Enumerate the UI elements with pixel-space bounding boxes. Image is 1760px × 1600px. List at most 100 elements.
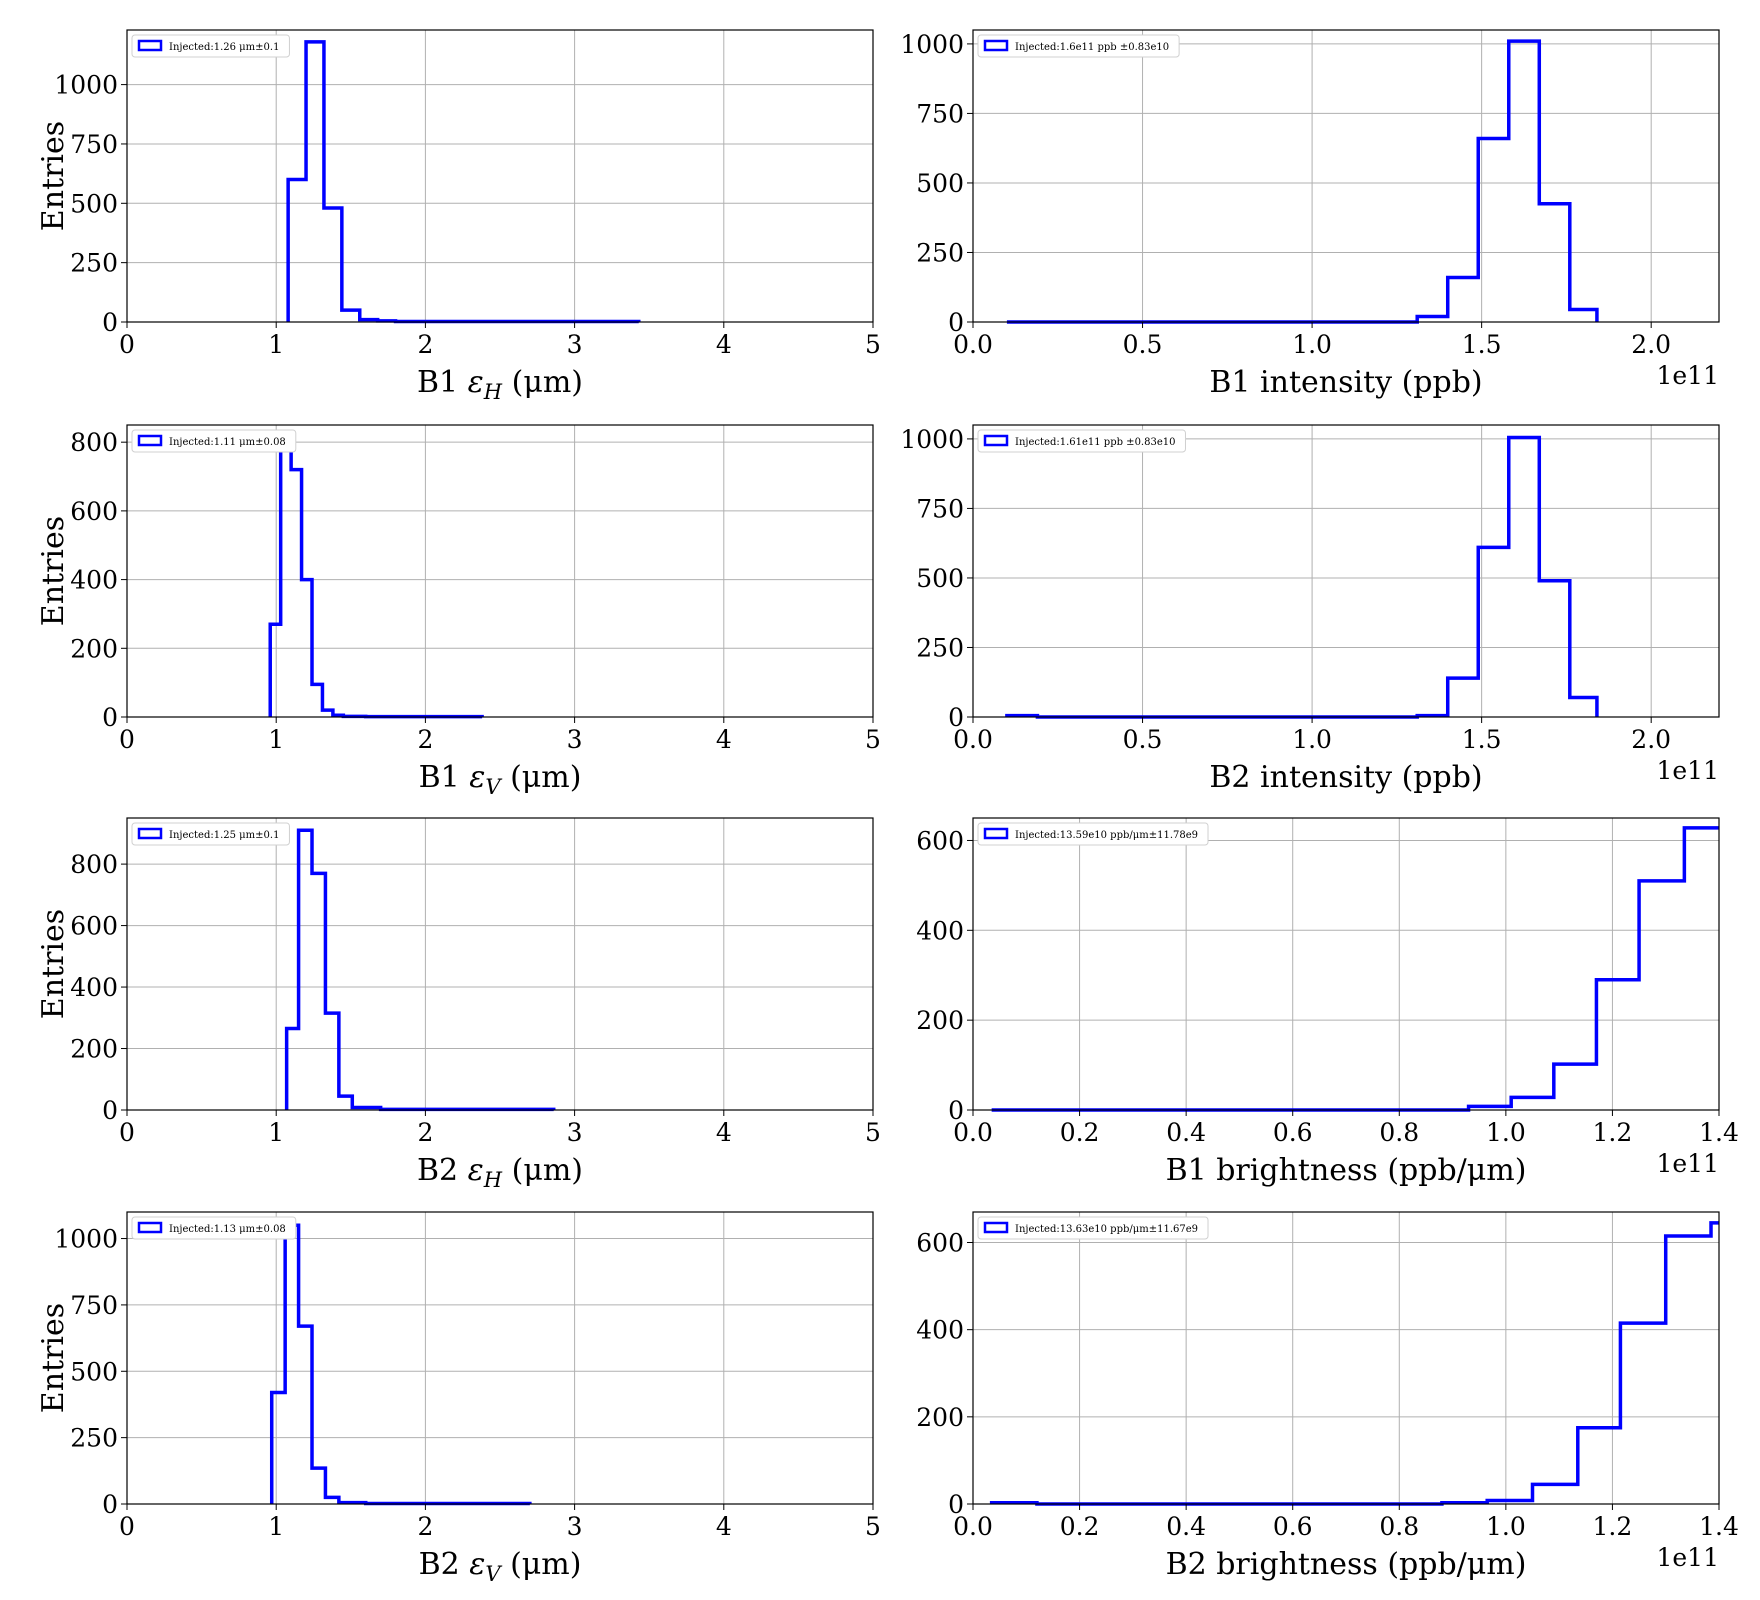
legend-swatch <box>983 434 1009 447</box>
histogram-panel-5: 0 1 2 3 4 5 0 200 400 600 800 B2 εH (μm) Entries Inje… <box>36 817 881 1192</box>
legend-swatch <box>137 827 163 840</box>
histogram-series <box>269 1223 532 1506</box>
legend-swatch <box>983 1221 1009 1234</box>
x-tick-label: 1.0 <box>1292 725 1332 754</box>
y-tick-label: 500 <box>916 564 964 593</box>
x-tick-label: 0.0 <box>953 725 993 754</box>
y-tick-label: 1000 <box>54 1225 118 1254</box>
x-tick-label: 0.5 <box>1123 330 1163 359</box>
x-tick-label: 1.2 <box>1593 1118 1633 1147</box>
x-tick-label: 4 <box>716 1512 732 1541</box>
legend-box <box>977 429 1186 453</box>
x-axis-label: B2 εH (μm) <box>417 1153 583 1192</box>
y-tick-label: 500 <box>916 169 964 198</box>
y-axis-label: Entries <box>36 909 71 1019</box>
histogram-panel-2: 0.0 0.5 1.0 1.5 2.0 0 250 500 750 1000 B1 intensit… <box>900 29 1720 400</box>
x-tick-label: 5 <box>865 725 881 754</box>
legend-box <box>131 822 290 846</box>
x-tick-label: 0.0 <box>953 1512 993 1541</box>
y-tick-label: 400 <box>916 916 964 945</box>
legend-label: Injected:1.11 μm±0.08 <box>169 437 286 448</box>
y-axis-label: Entries <box>36 121 71 231</box>
histogram-series <box>1005 435 1599 719</box>
y-tick-label: 600 <box>916 826 964 855</box>
y-tick-label: 750 <box>70 130 118 159</box>
y-tick-label: 800 <box>70 428 118 457</box>
axis-offset-text: 1e11 <box>1656 361 1719 390</box>
histogram-series <box>989 1221 1719 1506</box>
histogram-panel-1: 0 1 2 3 4 5 0 250 500 750 1000 B1 εH (μm) Entries Inj… <box>36 29 881 404</box>
x-tick-label: 1.2 <box>1593 1512 1633 1541</box>
y-tick-label: 200 <box>70 1035 118 1064</box>
axis-offset-text: 1e11 <box>1656 756 1719 785</box>
x-tick-label: 0 <box>119 1512 135 1541</box>
y-tick-label: 1000 <box>54 71 118 100</box>
legend-label: Injected:1.13 μm±0.08 <box>169 1224 286 1235</box>
legend-box <box>977 822 1209 846</box>
y-tick-label: 400 <box>916 1316 964 1345</box>
legend: Injected:1.26 μm±0.1 <box>131 34 290 58</box>
legend-swatch <box>137 39 163 52</box>
x-tick-label: 0 <box>119 330 135 359</box>
x-tick-label: 1 <box>268 330 284 359</box>
y-tick-label: 400 <box>70 973 118 1002</box>
histogram-panel-3: 0 1 2 3 4 5 0 200 400 600 800 B1 εV (μm) Entries Inje… <box>36 424 881 799</box>
legend: Injected:1.13 μm±0.08 <box>131 1216 297 1240</box>
x-tick-label: 4 <box>716 725 732 754</box>
y-tick-label: 500 <box>70 189 118 218</box>
legend-label: Injected:1.25 μm±0.1 <box>169 830 279 841</box>
x-axis-label: B2 εV (μm) <box>419 1547 582 1586</box>
legend-label: Injected:13.63e10 ppb/μm±11.67e9 <box>1015 1224 1198 1235</box>
axes-frame <box>972 29 1720 323</box>
y-tick-label: 0 <box>948 308 964 337</box>
y-tick-label: 750 <box>916 99 964 128</box>
x-tick-label: 3 <box>567 1118 583 1147</box>
x-axis-label: B1 brightness (ppb/μm) <box>1166 1153 1527 1188</box>
x-tick-label: 0.4 <box>1166 1512 1206 1541</box>
legend: Injected:13.63e10 ppb/μm±11.67e9 <box>977 1216 1209 1240</box>
x-tick-label: 3 <box>567 330 583 359</box>
x-tick-label: 1.5 <box>1462 725 1502 754</box>
x-axis-label: B2 brightness (ppb/μm) <box>1166 1547 1527 1582</box>
legend-label: Injected:13.59e10 ppb/μm±11.78e9 <box>1015 830 1198 841</box>
x-tick-label: 1.0 <box>1486 1512 1526 1541</box>
x-tick-label: 1 <box>268 1118 284 1147</box>
x-tick-label: 4 <box>716 1118 732 1147</box>
x-tick-label: 0.2 <box>1060 1118 1100 1147</box>
x-tick-label: 1.5 <box>1462 330 1502 359</box>
legend: Injected:1.25 μm±0.1 <box>131 822 290 846</box>
x-axis-label: B1 εV (μm) <box>419 760 582 799</box>
y-tick-label: 400 <box>70 566 118 595</box>
legend-swatch <box>983 827 1009 840</box>
y-tick-label: 0 <box>948 1096 964 1125</box>
x-tick-label: 1.4 <box>1699 1512 1739 1541</box>
legend: Injected:1.6e11 ppb ±0.83e10 <box>977 34 1180 58</box>
x-tick-label: 0 <box>119 725 135 754</box>
x-tick-label: 1 <box>268 725 284 754</box>
y-tick-label: 0 <box>102 703 118 732</box>
axes-frame <box>972 1211 1720 1505</box>
y-tick-label: 0 <box>102 308 118 337</box>
y-tick-label: 600 <box>70 497 118 526</box>
x-axis-label: B1 intensity (ppb) <box>1209 365 1482 400</box>
x-tick-label: 0.5 <box>1123 725 1163 754</box>
x-tick-label: 5 <box>865 1118 881 1147</box>
histogram-panel-6: 0.0 0.2 0.4 0.6 0.8 1.0 1.2 1.4 0 200 400 600 B1 bri… <box>916 817 1739 1188</box>
x-tick-label: 5 <box>865 1512 881 1541</box>
axes-frame <box>126 29 874 323</box>
x-tick-label: 0.6 <box>1273 1512 1313 1541</box>
x-tick-label: 0.2 <box>1060 1512 1100 1541</box>
x-tick-label: 2.0 <box>1631 330 1671 359</box>
y-tick-label: 0 <box>948 1490 964 1519</box>
x-tick-label: 0.8 <box>1379 1118 1419 1147</box>
histogram-panel-7: 0 1 2 3 4 5 0 250 500 750 1000 B2 εV (μm) Entries Inj… <box>36 1211 881 1586</box>
y-tick-label: 750 <box>916 494 964 523</box>
y-tick-label: 250 <box>916 633 964 662</box>
x-axis-label: B1 εH (μm) <box>417 365 583 404</box>
y-tick-label: 250 <box>70 249 118 278</box>
x-tick-label: 0 <box>119 1118 135 1147</box>
x-tick-label: 2.0 <box>1631 725 1671 754</box>
y-tick-label: 1000 <box>900 30 964 59</box>
x-tick-label: 2 <box>417 725 433 754</box>
